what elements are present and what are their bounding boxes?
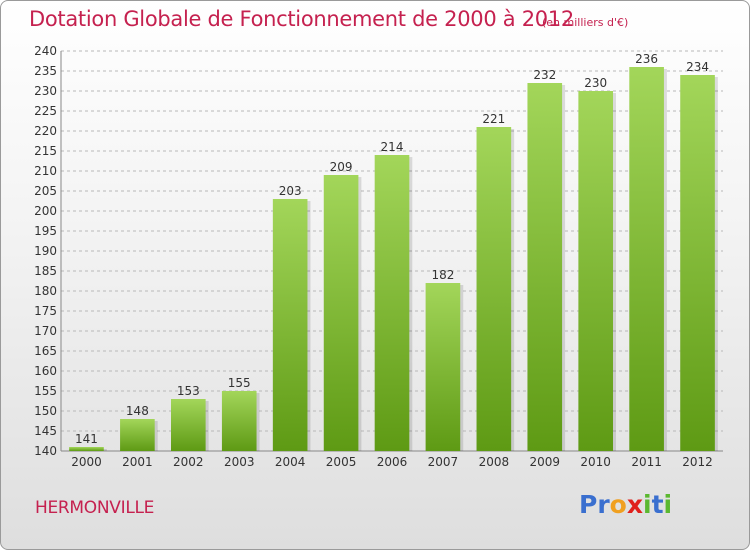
- y-tick-label: 220: [34, 124, 57, 138]
- data-label: 232: [533, 68, 556, 82]
- data-label: 148: [126, 404, 149, 418]
- y-tick-label: 185: [34, 264, 57, 278]
- data-label: 203: [279, 184, 302, 198]
- y-tick-label: 200: [34, 204, 57, 218]
- data-label: 182: [431, 268, 454, 282]
- y-tick-label: 205: [34, 184, 57, 198]
- data-label: 230: [584, 76, 607, 90]
- logo-letter: o: [609, 490, 627, 519]
- bar: [120, 419, 155, 451]
- y-tick-label: 240: [34, 44, 57, 58]
- data-label: 236: [635, 52, 658, 66]
- chart-title: Dotation Globale de Fonctionnement de 20…: [29, 7, 574, 31]
- logo-letter: t: [651, 490, 664, 519]
- bar: [527, 83, 563, 451]
- x-tick-label: 2011: [631, 455, 662, 469]
- x-tick-label: 2009: [529, 455, 560, 469]
- x-tick-label: 2012: [682, 455, 713, 469]
- x-tick-label: 2010: [580, 455, 611, 469]
- y-tick-label: 210: [34, 164, 57, 178]
- bar: [476, 127, 512, 451]
- commune-name: HERMONVILLE: [35, 498, 155, 518]
- y-tick-label: 145: [34, 424, 57, 438]
- logo-letter: i: [643, 490, 652, 519]
- y-tick-label: 230: [34, 84, 57, 98]
- y-tick-label: 195: [34, 224, 57, 238]
- bar: [323, 175, 359, 451]
- bar: [221, 391, 257, 451]
- y-tick-label: 180: [34, 284, 57, 298]
- chart-subtitle: (en milliers d'€): [542, 16, 629, 29]
- y-tick-label: 155: [34, 384, 57, 398]
- y-tick-label: 165: [34, 344, 57, 358]
- data-label: 214: [381, 140, 404, 154]
- bar: [578, 91, 614, 451]
- data-label: 155: [228, 376, 251, 390]
- y-tick-label: 235: [34, 64, 57, 78]
- logo-letter: P: [579, 490, 598, 519]
- logo-letter: i: [663, 490, 673, 519]
- x-tick-label: 2003: [224, 455, 255, 469]
- x-tick-label: 2005: [326, 455, 357, 469]
- x-tick-label: 2001: [122, 455, 153, 469]
- bar: [629, 67, 664, 451]
- y-tick-label: 150: [34, 404, 57, 418]
- x-tick-label: 2006: [377, 455, 408, 469]
- y-tick-label: 160: [34, 364, 57, 378]
- data-label: 141: [75, 432, 98, 446]
- logo-letter: r: [597, 490, 610, 519]
- bar: [425, 283, 461, 451]
- y-tick-label: 225: [34, 104, 57, 118]
- x-tick-label: 2008: [479, 455, 510, 469]
- data-label: 153: [177, 384, 200, 398]
- y-tick-label: 170: [34, 324, 57, 338]
- bar: [374, 155, 410, 451]
- x-tick-label: 2002: [173, 455, 204, 469]
- x-tick-label: 2000: [71, 455, 102, 469]
- x-tick-label: 2007: [428, 455, 459, 469]
- bar: [69, 447, 104, 451]
- y-tick-label: 190: [34, 244, 57, 258]
- data-label: 234: [686, 60, 709, 74]
- y-tick-label: 140: [34, 444, 57, 458]
- bar: [680, 75, 715, 451]
- proxiti-logo: Proxiti: [579, 490, 672, 519]
- data-label: 221: [482, 112, 505, 126]
- bar: [170, 399, 206, 451]
- data-label: 209: [330, 160, 353, 174]
- y-tick-label: 215: [34, 144, 57, 158]
- y-tick-label: 175: [34, 304, 57, 318]
- logo-letter: x: [626, 490, 643, 519]
- x-tick-label: 2004: [275, 455, 306, 469]
- bar: [272, 199, 308, 451]
